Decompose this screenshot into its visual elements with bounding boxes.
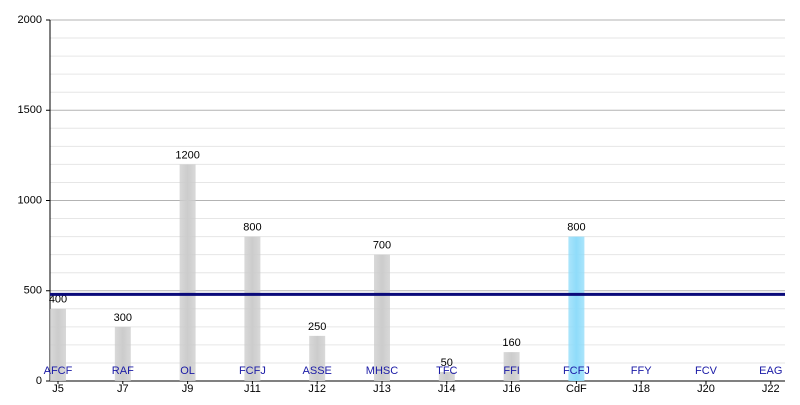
bar bbox=[114, 326, 131, 381]
bar bbox=[438, 371, 455, 381]
x-tick-label: J9 bbox=[182, 383, 194, 395]
x-tick-label: J7 bbox=[117, 383, 129, 395]
team-label: OL bbox=[180, 365, 195, 377]
x-tick-label: J16 bbox=[503, 383, 521, 395]
team-label: FFY bbox=[631, 365, 652, 377]
x-tick-label: J20 bbox=[697, 383, 715, 395]
bar bbox=[374, 254, 390, 381]
team-label: RAF bbox=[112, 365, 134, 377]
team-label: FCFJ bbox=[563, 365, 590, 377]
team-label: FCV bbox=[695, 365, 718, 377]
y-tick-label: 2000 bbox=[18, 14, 42, 26]
x-tick-label: J14 bbox=[438, 383, 456, 395]
y-tick-label: 0 bbox=[36, 375, 42, 387]
bar bbox=[503, 352, 520, 381]
team-label: FCFJ bbox=[239, 365, 266, 377]
value-label: 800 bbox=[567, 222, 585, 234]
value-label: 300 bbox=[114, 312, 132, 324]
team-label: TFC bbox=[436, 365, 457, 377]
value-label: 160 bbox=[502, 337, 520, 349]
x-tick-label: J13 bbox=[373, 383, 391, 395]
bar bbox=[244, 236, 261, 381]
x-tick-label: J18 bbox=[632, 383, 650, 395]
team-label: ASSE bbox=[303, 365, 332, 377]
value-label: 400 bbox=[49, 294, 67, 306]
value-label: 50 bbox=[441, 357, 453, 369]
bar bbox=[309, 335, 326, 381]
team-label: FFI bbox=[503, 365, 520, 377]
value-label: 800 bbox=[243, 222, 261, 234]
bar bbox=[568, 236, 585, 381]
value-label: 250 bbox=[308, 321, 326, 333]
bar bbox=[50, 308, 66, 381]
bar bbox=[179, 164, 196, 381]
y-tick-label: 1000 bbox=[18, 194, 42, 206]
x-tick-label: CdF bbox=[566, 383, 587, 395]
value-label: 1200 bbox=[175, 149, 199, 161]
x-tick-label: J22 bbox=[762, 383, 780, 395]
team-label: MHSC bbox=[366, 365, 398, 377]
team-label: AFCF bbox=[44, 365, 73, 377]
value-label: 700 bbox=[373, 240, 391, 252]
x-tick-label: J12 bbox=[308, 383, 326, 395]
x-tick-label: J5 bbox=[52, 383, 64, 395]
x-tick-label: J11 bbox=[244, 383, 261, 395]
team-label: EAG bbox=[759, 365, 782, 377]
y-tick-label: 1500 bbox=[18, 104, 42, 116]
y-tick-label: 500 bbox=[24, 285, 42, 297]
